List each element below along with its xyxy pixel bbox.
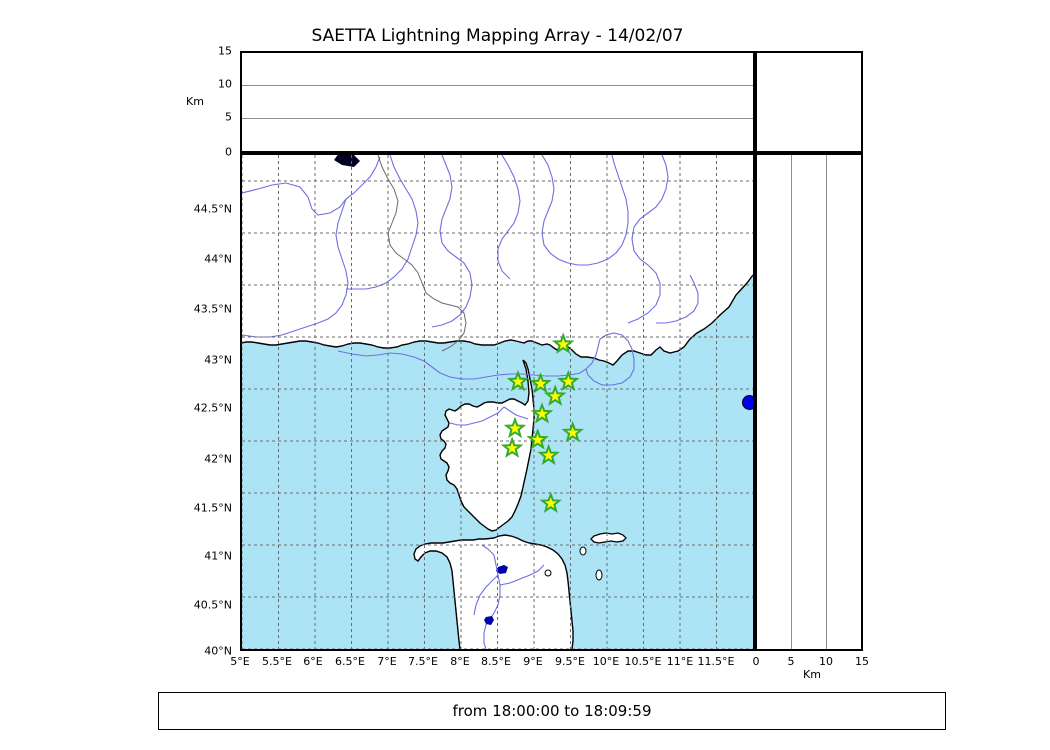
marker-blue-dot[interactable] xyxy=(742,395,753,410)
island-montecristo xyxy=(595,569,603,581)
tick-lat-40: 40°N xyxy=(204,644,232,658)
gridline-v-5 xyxy=(791,155,792,649)
tick-right-km-0: 0 xyxy=(752,655,760,668)
coastline-elba xyxy=(590,532,627,544)
tick-right-km-5: 5 xyxy=(787,655,795,668)
tick-lat-42-5: 42.5°N xyxy=(193,401,232,415)
station-marker[interactable] xyxy=(500,436,524,458)
tick-lon-8-5: 8.5°E xyxy=(481,655,511,668)
station-marker[interactable] xyxy=(537,443,560,466)
station-marker[interactable] xyxy=(551,332,575,354)
page-title: SAETTA Lightning Mapping Array - 14/02/0… xyxy=(311,26,684,46)
tick-lat-44: 44°N xyxy=(204,252,232,266)
tick-height-0: 0 xyxy=(225,145,232,159)
station-marker[interactable] xyxy=(529,371,552,394)
tick-lon-9-5: 9.5°E xyxy=(555,655,585,668)
tick-lon-11: 11°E xyxy=(666,655,694,668)
station-marker[interactable] xyxy=(539,491,563,513)
tick-height-5: 5 xyxy=(225,110,232,124)
tick-lat-40-5: 40.5°N xyxy=(193,598,232,612)
map-gridlines xyxy=(242,155,753,649)
lake-1 xyxy=(496,565,508,574)
station-marker[interactable] xyxy=(543,384,567,406)
tick-lat-43: 43°N xyxy=(204,353,232,367)
corner-panel[interactable] xyxy=(755,51,863,153)
lake-2 xyxy=(484,616,494,625)
tick-lon-11-5: 11.5°E xyxy=(697,655,735,668)
tick-lat-41-5: 41.5°N xyxy=(193,501,232,515)
ligurian-sea xyxy=(676,277,753,353)
station-marker[interactable] xyxy=(557,369,580,392)
map-panel[interactable] xyxy=(240,153,755,651)
tick-lat-43-5: 43.5°N xyxy=(193,302,232,316)
tick-lon-7: 7°E xyxy=(377,655,397,668)
coastline-europe xyxy=(242,274,753,366)
lma-stations-group[interactable] xyxy=(500,332,584,513)
gridline-h-5 xyxy=(242,118,753,119)
island-capraia xyxy=(544,569,552,577)
gridline-v-10 xyxy=(826,155,827,649)
axis-label-km-left: Km xyxy=(186,95,204,108)
station-marker[interactable] xyxy=(530,402,554,424)
tick-height-10: 10 xyxy=(218,77,232,91)
map-canvas xyxy=(242,155,753,649)
tick-lon-6: 6°E xyxy=(303,655,323,668)
tick-lat-44-5: 44.5°N xyxy=(193,202,232,216)
tick-lat-42: 42°N xyxy=(204,452,232,466)
tick-lon-8: 8°E xyxy=(450,655,470,668)
tick-lon-10-5: 10.5°E xyxy=(624,655,662,668)
tick-lat-41: 41°N xyxy=(204,549,232,563)
tick-lon-10: 10°E xyxy=(592,655,620,668)
status-bar[interactable]: from 18:00:00 to 18:09:59 xyxy=(158,692,946,730)
tick-right-km-10: 10 xyxy=(819,655,833,668)
height-vs-longitude-panel[interactable] xyxy=(240,51,755,153)
tick-lon-6-5: 6.5°E xyxy=(335,655,365,668)
rivers-group xyxy=(242,155,699,649)
axis-label-km-bottom: Km xyxy=(803,668,821,681)
tick-height-15: 15 xyxy=(218,44,232,58)
station-marker[interactable] xyxy=(503,416,527,439)
tick-lon-5-5: 5.5°E xyxy=(262,655,292,668)
island-pianosa xyxy=(579,546,587,556)
height-vs-latitude-panel[interactable] xyxy=(755,153,863,651)
status-text: from 18:00:00 to 18:09:59 xyxy=(452,702,652,720)
land-elba xyxy=(591,533,626,543)
coastline-corsica xyxy=(439,359,535,532)
tick-lon-5: 5°E xyxy=(230,655,250,668)
tick-right-km-15: 15 xyxy=(855,655,869,668)
national-borders xyxy=(377,155,467,352)
lake-geneva xyxy=(334,155,360,167)
station-marker[interactable] xyxy=(526,428,549,450)
station-marker[interactable] xyxy=(561,420,584,443)
tick-lon-9: 9°E xyxy=(523,655,543,668)
coastline-sardinia xyxy=(413,534,574,649)
land-sardinia xyxy=(414,535,573,649)
land-corsica xyxy=(440,360,534,531)
station-marker[interactable] xyxy=(506,369,530,392)
gridline-h-10 xyxy=(242,85,753,86)
tick-lon-7-5: 7.5°E xyxy=(408,655,438,668)
